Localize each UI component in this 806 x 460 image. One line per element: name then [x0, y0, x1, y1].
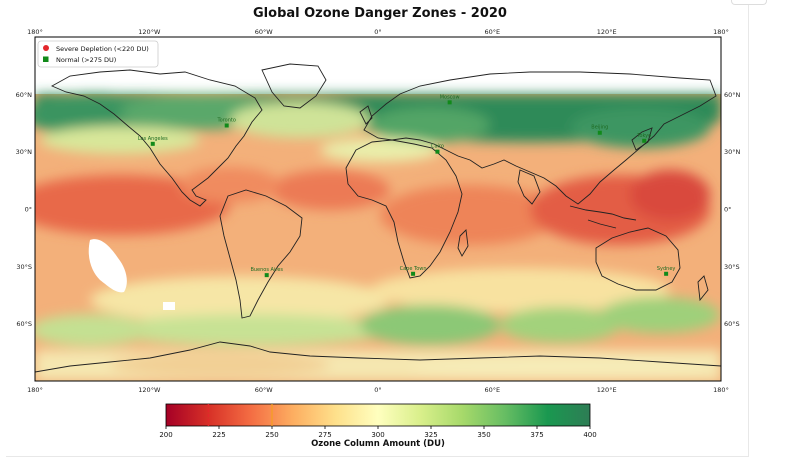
city-label: Beijing — [591, 125, 608, 131]
lon-tick-label-bottom: 180° — [713, 386, 729, 394]
window-control[interactable] — [731, 0, 767, 5]
city-label: Buenos Aires — [250, 267, 283, 273]
city-label: Toronto — [216, 117, 235, 123]
colorbar-tick-label: 300 — [371, 431, 384, 439]
colorbar-tick-label: 375 — [530, 431, 543, 439]
ozone-field — [35, 37, 721, 381]
city-marker — [642, 138, 647, 143]
lat-tick-label-left: 30°S — [16, 263, 32, 271]
city-marker — [435, 149, 440, 154]
city-marker — [150, 141, 155, 146]
city-marker — [664, 271, 669, 276]
colorbar-tick-label: 275 — [318, 431, 331, 439]
city-marker — [264, 273, 269, 278]
legend-severe-label: Severe Depletion (<220 DU) — [56, 45, 149, 53]
lat-tick-label-left: 60°N — [16, 91, 33, 99]
lat-tick-label-left: 60°S — [16, 320, 32, 328]
map-border — [34, 36, 722, 382]
lon-tick-label-top: 180° — [27, 28, 43, 36]
normal-marker — [43, 56, 49, 62]
figure-frame — [6, 0, 749, 457]
colorbar-gradient — [165, 403, 591, 427]
lon-tick-label-top: 120°E — [597, 28, 617, 36]
latitude-ticks-left: 60°N 30°N 0° 30°S 60°S — [16, 91, 33, 328]
city-label: Cairo — [431, 144, 444, 150]
colorbar-tick-label: 350 — [477, 431, 490, 439]
city-marker — [411, 271, 416, 276]
city-marker — [447, 100, 452, 105]
city-markers: Moscow Toronto Los Angeles Cairo Tokyo Beijin… — [138, 94, 676, 278]
lon-tick-label-top: 120°W — [138, 28, 161, 36]
lon-tick-label-bottom: 0° — [374, 386, 381, 394]
colorbar-label: Ozone Column Amount (DU) — [311, 439, 445, 449]
severe-depletion-marker — [43, 45, 49, 51]
city-label: Los Angeles — [138, 136, 168, 142]
colorbar-tick-label: 325 — [424, 431, 437, 439]
city-label: Tokyo — [636, 133, 651, 139]
lon-tick-label-top: 60°E — [485, 28, 501, 36]
lat-tick-label-right: 60°S — [724, 320, 740, 328]
lon-tick-label-bottom: 60°W — [255, 386, 274, 394]
city-label: Sydney — [657, 266, 676, 272]
city-label: Cape Town — [400, 266, 427, 272]
lon-tick-label-top: 180° — [713, 28, 729, 36]
lon-tick-label-top: 0° — [374, 28, 381, 36]
coastlines — [35, 63, 721, 373]
lat-tick-label-right: 30°S — [724, 263, 740, 271]
legend-normal-label: Normal (>275 DU) — [56, 56, 116, 64]
legend: Severe Depletion (<220 DU) Normal (>275 … — [37, 40, 159, 68]
city-label: Moscow — [440, 94, 460, 100]
colorbar-tick-label: 200 — [159, 431, 172, 439]
lon-tick-label-bottom: 120°E — [597, 386, 617, 394]
city-marker — [597, 130, 602, 135]
lon-tick-label-top: 60°W — [255, 28, 274, 36]
colorbar-tick-label: 400 — [583, 431, 596, 439]
map-title: Global Ozone Danger Zones - 2020 — [253, 6, 507, 21]
lat-tick-label-left: 0° — [25, 206, 32, 214]
lat-tick-label-right: 30°N — [724, 148, 741, 156]
lon-tick-label-bottom: 60°E — [485, 386, 501, 394]
longitude-ticks-bottom: 180° 120°W 60°W 0° 60°E 120°E 180° — [27, 386, 729, 394]
lat-tick-label-right: 0° — [724, 206, 731, 214]
lat-tick-label-left: 30°N — [16, 148, 33, 156]
longitude-ticks-top: 180° 120°W 60°W 0° 60°E 120°E 180° — [27, 28, 729, 36]
lon-tick-label-bottom: 120°W — [138, 386, 161, 394]
colorbar: 200 225 250 275 300 325 350 375 400 Ozone Column… — [159, 403, 597, 449]
colorbar-tick-label: 225 — [212, 431, 225, 439]
lon-tick-label-bottom: 180° — [27, 386, 43, 394]
city-marker — [224, 123, 229, 128]
latitude-ticks-right: 60°N 30°N 0° 30°S 60°S — [724, 91, 741, 328]
lat-tick-label-right: 60°N — [724, 91, 741, 99]
colorbar-tick-label: 250 — [265, 431, 278, 439]
